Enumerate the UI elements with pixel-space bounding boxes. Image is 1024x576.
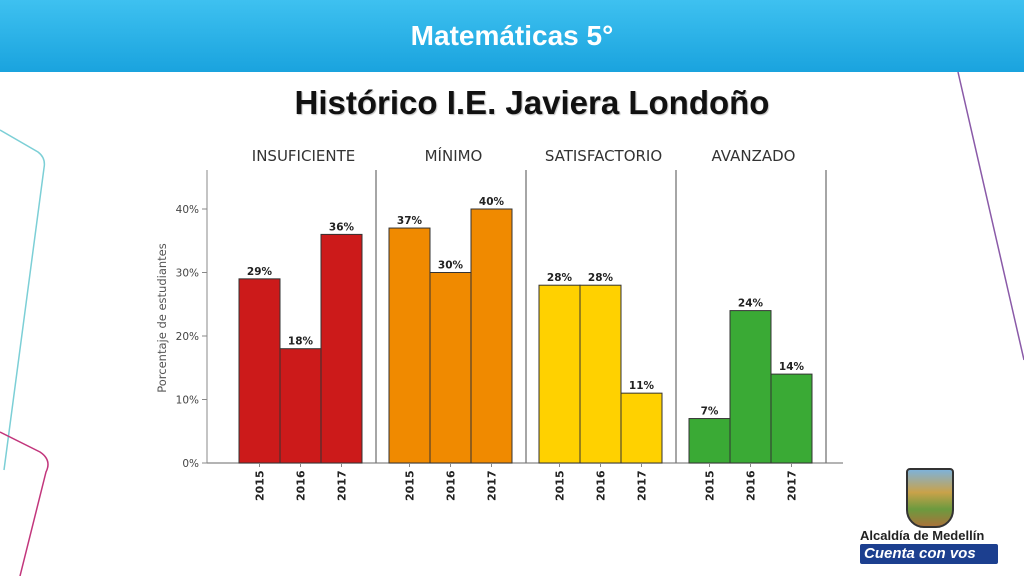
- bar-value-label: 36%: [329, 221, 355, 233]
- y-tick-label: 30%: [176, 268, 199, 280]
- x-tick-label: 2017: [486, 470, 499, 501]
- panel-label: AVANZADO: [712, 147, 796, 165]
- x-tick-label: 2016: [595, 470, 608, 501]
- bar: [429, 272, 472, 464]
- bar: [320, 233, 363, 464]
- bar: [388, 227, 431, 464]
- x-tick-label: 2015: [404, 470, 417, 501]
- header-bar: Matemáticas 5°: [0, 0, 1024, 72]
- chart-heading: Histórico I.E. Javiera Londoño: [294, 84, 770, 121]
- bar-value-label: 24%: [738, 298, 764, 310]
- bar: [770, 373, 813, 464]
- logo-slogan: Cuenta con vos: [860, 544, 998, 564]
- bar-value-label: 14%: [779, 361, 805, 373]
- alcaldia-logo: Alcaldía de Medellín Cuenta con vos: [856, 466, 1016, 570]
- y-tick-label: 0%: [182, 458, 199, 470]
- y-axis-label: Porcentaje de estudiantes: [155, 243, 169, 393]
- bar-value-label: 40%: [479, 196, 505, 208]
- y-tick-label: 10%: [176, 395, 199, 407]
- x-tick-label: 2015: [704, 470, 717, 501]
- bar-value-label: 37%: [397, 215, 423, 227]
- x-tick-label: 2017: [636, 470, 649, 501]
- x-tick-label: 2015: [554, 470, 567, 501]
- bar: [688, 418, 731, 464]
- x-tick-label: 2016: [745, 470, 758, 501]
- bar: [470, 208, 513, 464]
- panel-label: SATISFACTORIO: [545, 147, 662, 165]
- magenta-decoration-line: [0, 431, 49, 576]
- panel-label: INSUFICIENTE: [252, 147, 355, 165]
- bar: [620, 392, 663, 464]
- bar-value-label: 11%: [629, 380, 655, 392]
- x-tick-label: 2016: [445, 470, 458, 501]
- x-tick-label: 2017: [786, 470, 799, 501]
- coat-of-arms-icon: [906, 468, 954, 528]
- y-tick-label: 20%: [176, 331, 199, 343]
- logo-name: Alcaldía de Medellín: [860, 528, 985, 543]
- bar-value-label: 28%: [547, 272, 573, 284]
- bar-value-label: 18%: [288, 336, 314, 348]
- purple-decoration-line: [957, 71, 1024, 361]
- bar: [579, 284, 622, 464]
- x-tick-label: 2017: [336, 470, 349, 501]
- x-tick-label: 2015: [254, 470, 267, 501]
- teal-decoration-line: [0, 129, 46, 471]
- bar: [238, 278, 281, 464]
- y-tick-label: 40%: [176, 204, 199, 216]
- panel-label: MÍNIMO: [425, 146, 483, 165]
- bar-value-label: 29%: [247, 266, 273, 278]
- bar-value-label: 30%: [438, 260, 464, 272]
- bar-value-label: 7%: [701, 406, 719, 418]
- bar: [538, 284, 581, 464]
- bar: [729, 310, 772, 464]
- slide-title: Matemáticas 5°: [410, 20, 614, 51]
- bar-value-label: 28%: [588, 272, 614, 284]
- x-tick-label: 2016: [295, 470, 308, 501]
- bar: [279, 348, 322, 464]
